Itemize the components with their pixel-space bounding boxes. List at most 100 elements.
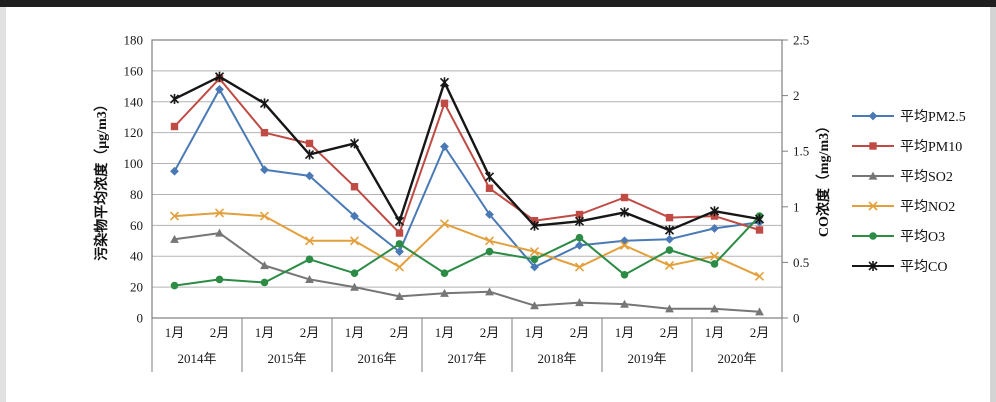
- y-tick-right: 1.5: [793, 144, 809, 159]
- marker-so2: [575, 298, 584, 307]
- x-tick-month: 2月: [750, 325, 770, 340]
- y-tick-left: 160: [124, 63, 144, 78]
- marker-pm25: [620, 236, 629, 246]
- marker-so2: [868, 171, 878, 180]
- marker-pm10: [440, 99, 449, 108]
- marker-pm25: [485, 210, 494, 219]
- marker-co: [868, 261, 878, 271]
- x-tick-month: 2月: [300, 325, 320, 340]
- marker-co: [439, 77, 450, 88]
- marker-no2: [439, 219, 450, 229]
- marker-pm25: [575, 241, 584, 250]
- marker-pm10: [260, 128, 269, 137]
- marker-co: [574, 216, 585, 227]
- x-tick-year: 2019年: [627, 351, 666, 366]
- x-tick-year: 2015年: [267, 351, 306, 366]
- marker-pm10: [350, 183, 359, 191]
- legend-item-co: 平均CO: [851, 251, 966, 281]
- marker-so2: [170, 234, 179, 243]
- marker-pm25: [868, 111, 878, 121]
- marker-co: [304, 149, 315, 160]
- x-tick-month: 2月: [210, 325, 230, 340]
- x-tick-year: 2014年: [177, 351, 216, 366]
- marker-no2: [484, 236, 495, 246]
- marker-no2: [709, 251, 720, 261]
- x-tick-month: 2月: [390, 325, 410, 340]
- marker-o3: [395, 240, 404, 248]
- x-tick-year: 2020年: [717, 351, 756, 366]
- legend-label-no2: 平均NO2: [900, 200, 956, 215]
- marker-o3: [530, 255, 539, 264]
- marker-pm25: [665, 234, 674, 244]
- marker-pm10: [575, 210, 584, 219]
- x-tick-month: 2月: [570, 325, 590, 340]
- legend-label-o3: 平均O3: [900, 230, 946, 245]
- marker-pm10: [305, 139, 314, 148]
- legend-label-co: 平均CO: [900, 260, 948, 275]
- marker-co: [709, 206, 720, 217]
- plot-frame: [151, 39, 783, 319]
- y-tick-right: 0: [793, 311, 800, 326]
- series-co: [169, 71, 765, 236]
- marker-co: [754, 214, 765, 225]
- marker-o3: [575, 233, 584, 242]
- legend: 平均PM2.5 平均PM10 平均SO2 平均NO2 平均O3 平均CO: [851, 101, 966, 281]
- marker-no2: [529, 247, 540, 257]
- series-no2: [169, 208, 765, 281]
- marker-co: [169, 93, 180, 104]
- left-axis-title: 污染物平均浓度（μg/m3）: [95, 97, 110, 261]
- y-tick-left: 100: [124, 156, 144, 171]
- legend-item-o3: 平均O3: [851, 221, 966, 251]
- legend-label-pm10: 平均PM10: [900, 140, 963, 155]
- marker-pm25: [215, 85, 224, 94]
- series-pm25: [170, 85, 764, 272]
- y-tick-right: 2.5: [793, 33, 809, 48]
- series-line-o3: [174, 215, 761, 287]
- y-tick-right: 0.5: [793, 255, 809, 270]
- legend-label-pm25: 平均PM2.5: [900, 110, 966, 125]
- x-tick-month: 1月: [705, 325, 725, 340]
- marker-pm25: [350, 211, 359, 221]
- marker-so2: [620, 299, 629, 308]
- legend-item-pm10: 平均PM10: [851, 131, 966, 161]
- marker-co: [664, 225, 675, 236]
- marker-so2: [665, 304, 674, 313]
- y-tick-left: 120: [124, 125, 144, 140]
- marker-o3: [710, 260, 719, 268]
- y-tick-right: 1: [793, 199, 800, 214]
- x-tick-month: 2月: [480, 325, 500, 340]
- marker-o3: [620, 270, 629, 279]
- legend-swatch-co: [852, 261, 894, 271]
- x-tick-month: 1月: [345, 325, 365, 340]
- marker-pm10: [530, 217, 539, 225]
- marker-no2: [619, 240, 630, 250]
- marker-so2: [215, 228, 224, 237]
- marker-pm25: [260, 165, 269, 175]
- legend-item-so2: 平均SO2: [851, 161, 966, 191]
- x-tick-year: 2017年: [447, 351, 486, 366]
- y-tick-left: 80: [130, 187, 143, 202]
- marker-pm10: [395, 229, 404, 237]
- legend-swatch-so2: [852, 171, 894, 180]
- y-tick-left: 20: [130, 280, 143, 295]
- x-tick-month: 1月: [165, 325, 185, 340]
- y-tick-right: 2: [793, 88, 800, 103]
- marker-no2: [574, 262, 585, 272]
- marker-no2: [349, 236, 360, 246]
- x-tick-year: 2016年: [357, 351, 396, 366]
- marker-pm10: [620, 193, 629, 202]
- marker-pm10: [869, 142, 877, 150]
- legend-item-pm25: 平均PM2.5: [851, 101, 966, 131]
- marker-co: [619, 207, 630, 218]
- marker-no2: [394, 262, 405, 272]
- series-line-so2: [174, 232, 760, 313]
- marker-o3: [440, 269, 449, 278]
- marker-pm25: [305, 171, 314, 181]
- legend-item-no2: 平均NO2: [851, 191, 966, 221]
- marker-o3: [869, 232, 877, 240]
- marker-co: [529, 220, 540, 231]
- marker-no2: [304, 236, 315, 246]
- y-tick-left: 60: [130, 218, 143, 233]
- marker-co: [484, 171, 495, 182]
